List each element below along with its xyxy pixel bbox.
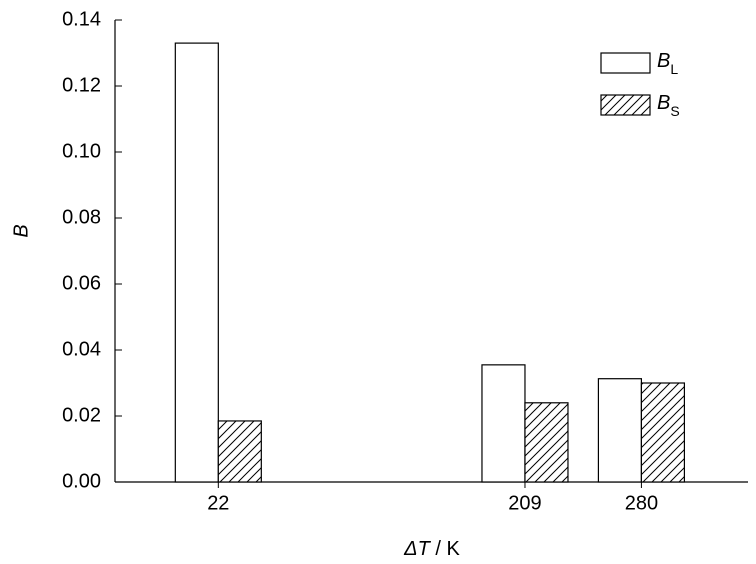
legend-swatch <box>600 52 651 74</box>
legend-label: BL <box>657 50 678 76</box>
y-tick-label: 0.00 <box>62 470 101 492</box>
bar <box>217 420 262 483</box>
x-tick-label: 280 <box>625 492 658 514</box>
y-tick-label: 0.02 <box>62 404 101 426</box>
x-axis-title: ΔT / K <box>403 538 460 560</box>
legend-label: BS <box>657 92 680 118</box>
x-tick-label: 22 <box>207 492 229 514</box>
x-tick-label: 209 <box>508 492 541 514</box>
y-tick-label: 0.08 <box>62 206 101 228</box>
y-tick-label: 0.14 <box>62 8 101 30</box>
bar <box>481 364 526 483</box>
bar <box>524 402 569 483</box>
y-tick-label: 0.10 <box>62 140 101 162</box>
y-tick-label: 0.06 <box>62 272 101 294</box>
bar <box>597 378 643 483</box>
y-tick-label: 0.12 <box>62 74 101 96</box>
legend-swatch <box>600 94 651 116</box>
bar <box>640 382 686 483</box>
y-tick-label: 0.04 <box>62 338 101 360</box>
bar <box>174 42 219 483</box>
y-axis-title: B <box>10 224 32 237</box>
